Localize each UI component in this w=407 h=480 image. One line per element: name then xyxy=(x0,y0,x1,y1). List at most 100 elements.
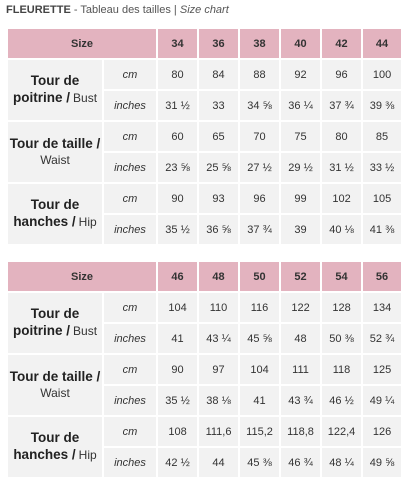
value-cell: 29 ½ xyxy=(281,153,321,182)
value-cell: 49 ¼ xyxy=(363,386,402,415)
value-cell: 37 ¾ xyxy=(240,215,280,244)
title-separator: - xyxy=(70,4,81,16)
size-table-2: Size 46 48 50 52 54 56 Tour de poitrine / Bust c… xyxy=(6,260,403,479)
value-cell: 122,4 xyxy=(322,417,362,446)
measurement-row: inches 35 ½ 38 ⅛ 41 43 ¾ 46 ½ 49 ¼ xyxy=(8,386,402,415)
size-header-label: Size xyxy=(8,29,157,58)
size-column-header: 44 xyxy=(363,29,402,58)
measurement-row: Tour de taille / Waist cm 90 97 104 111 118 125 xyxy=(8,355,402,415)
unit-label: cm xyxy=(104,122,157,151)
value-cell: 52 ¾ xyxy=(363,324,402,353)
measurement-label: Tour de taille / Waist xyxy=(8,355,102,415)
value-cell: 45 ⅜ xyxy=(240,448,280,477)
measurement-row: Tour de hanches / Hip cm 90 93 96 99 102 105 xyxy=(8,184,402,244)
value-cell: 84 xyxy=(199,60,239,89)
value-cell: 41 xyxy=(158,324,198,353)
value-cell: 104 xyxy=(240,355,280,384)
measurement-row: inches 23 ⅝ 25 ⅝ 27 ½ 29 ½ 31 ½ 33 ½ xyxy=(8,153,402,182)
value-cell: 80 xyxy=(158,60,198,89)
value-cell: 43 ¼ xyxy=(199,324,239,353)
value-cell: 111,6 xyxy=(199,417,239,446)
value-cell: 46 ½ xyxy=(322,386,362,415)
measurement-row: inches 31 ½ 33 34 ⅝ 36 ¼ 37 ¾ 39 ⅜ xyxy=(8,91,402,120)
value-cell: 36 ¼ xyxy=(281,91,321,120)
size-column-header: 46 xyxy=(158,262,198,291)
unit-label: cm xyxy=(104,417,157,446)
value-cell: 122 xyxy=(281,293,321,322)
measurement-row: Tour de poitrine / Bust cm 104 110 116 122 128… xyxy=(8,293,402,353)
value-cell: 34 ⅝ xyxy=(240,91,280,120)
value-cell: 33 xyxy=(199,91,239,120)
value-cell: 48 xyxy=(281,324,321,353)
measurement-label: Tour de poitrine / Bust xyxy=(8,293,102,353)
measurement-label-en: Bust xyxy=(73,324,98,338)
value-cell: 45 ⅝ xyxy=(240,324,280,353)
value-cell: 118,8 xyxy=(281,417,321,446)
value-cell: 65 xyxy=(199,122,239,151)
measurement-label: Tour de hanches / Hip xyxy=(8,417,102,477)
measurement-label-fr: Tour de hanches / xyxy=(13,197,80,229)
unit-label: inches xyxy=(104,324,157,353)
measurement-row: inches 42 ½ 44 45 ⅜ 46 ¾ 48 ¼ 49 ⅝ xyxy=(8,448,402,477)
measurement-label-fr: Tour de poitrine / xyxy=(12,73,80,105)
measurement-label-en: Hip xyxy=(78,448,97,462)
value-cell: 50 ⅜ xyxy=(322,324,362,353)
measurement-label: Tour de taille / Waist xyxy=(8,122,102,182)
measurement-label-en: Bust xyxy=(73,91,98,105)
value-cell: 48 ¼ xyxy=(322,448,362,477)
measurement-label-fr: Tour de poitrine / xyxy=(12,306,80,338)
measurement-row: inches 35 ½ 36 ⅝ 37 ¾ 39 40 ⅛ 41 ⅜ xyxy=(8,215,402,244)
value-cell: 75 xyxy=(281,122,321,151)
value-cell: 49 ⅝ xyxy=(363,448,402,477)
value-cell: 80 xyxy=(322,122,362,151)
unit-label: cm xyxy=(104,293,157,322)
value-cell: 104 xyxy=(158,293,198,322)
value-cell: 118 xyxy=(322,355,362,384)
unit-label: inches xyxy=(104,91,157,120)
measurement-label-fr: Tour de taille / xyxy=(9,368,101,384)
measurement-label: Tour de poitrine / Bust xyxy=(8,60,102,120)
value-cell: 105 xyxy=(363,184,402,213)
size-column-header: 50 xyxy=(240,262,280,291)
size-column-header: 42 xyxy=(322,29,362,58)
value-cell: 88 xyxy=(240,60,280,89)
value-cell: 41 ⅜ xyxy=(363,215,402,244)
value-cell: 43 ¾ xyxy=(281,386,321,415)
size-column-header: 54 xyxy=(322,262,362,291)
size-column-header: 52 xyxy=(281,262,321,291)
measurement-label-en: Hip xyxy=(78,215,97,229)
measurement-label-en: Waist xyxy=(40,152,70,167)
page-title: FLEURETTE - Tableau des tailles | Size c… xyxy=(6,4,229,16)
size-column-header: 34 xyxy=(158,29,198,58)
size-header-row: Size 46 48 50 52 54 56 xyxy=(8,262,402,291)
size-header-label: Size xyxy=(8,262,157,291)
measurement-row: Tour de hanches / Hip cm 108 111,6 115,2 118,… xyxy=(8,417,402,477)
measurement-row: Tour de taille / Waist cm 60 65 70 75 80 85 xyxy=(8,122,402,182)
value-cell: 31 ½ xyxy=(158,91,198,120)
value-cell: 97 xyxy=(199,355,239,384)
value-cell: 40 ⅛ xyxy=(322,215,362,244)
measurement-label: Tour de hanches / Hip xyxy=(8,184,102,244)
value-cell: 110 xyxy=(199,293,239,322)
unit-label: inches xyxy=(104,153,157,182)
value-cell: 60 xyxy=(158,122,198,151)
value-cell: 115,2 xyxy=(240,417,280,446)
value-cell: 90 xyxy=(158,355,198,384)
value-cell: 31 ½ xyxy=(322,153,362,182)
value-cell: 99 xyxy=(281,184,321,213)
value-cell: 116 xyxy=(240,293,280,322)
value-cell: 27 ½ xyxy=(240,153,280,182)
value-cell: 134 xyxy=(363,293,402,322)
value-cell: 44 xyxy=(199,448,239,477)
value-cell: 41 xyxy=(240,386,280,415)
size-column-header: 36 xyxy=(199,29,239,58)
title-french: Tableau des tailles xyxy=(80,4,171,16)
value-cell: 92 xyxy=(281,60,321,89)
value-cell: 46 ¾ xyxy=(281,448,321,477)
value-cell: 39 xyxy=(281,215,321,244)
value-cell: 90 xyxy=(158,184,198,213)
value-cell: 35 ½ xyxy=(158,386,198,415)
unit-label: cm xyxy=(104,355,157,384)
measurement-label-fr: Tour de hanches / xyxy=(13,430,80,462)
size-column-header: 38 xyxy=(240,29,280,58)
